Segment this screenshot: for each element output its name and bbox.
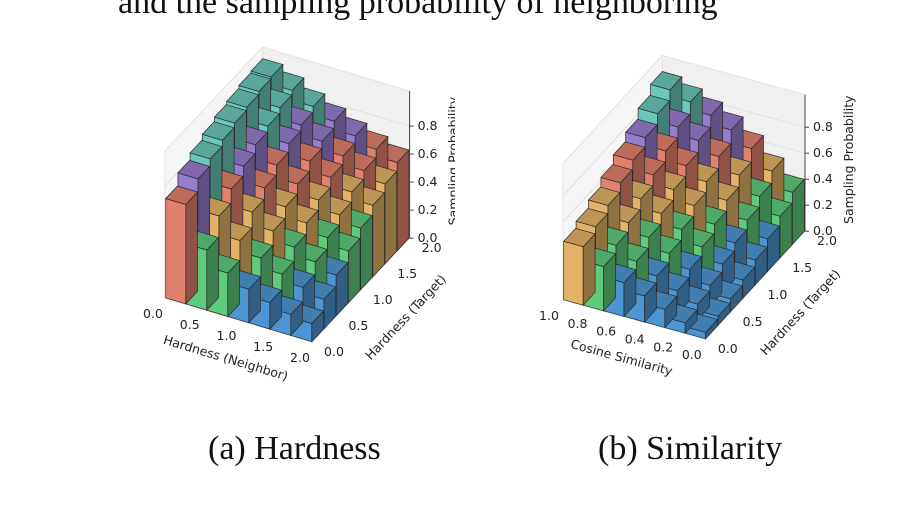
bar xyxy=(563,228,596,307)
x-tick-label: 1.0 xyxy=(217,328,237,343)
x-tick-label: 0.0 xyxy=(682,347,702,362)
bar-top-face xyxy=(600,164,633,184)
y-tick-label: 0.5 xyxy=(743,314,763,329)
header-text-fragment: and the sampling probability of neighbor… xyxy=(118,0,718,21)
bar-top-face xyxy=(177,160,211,180)
x-tick-label: 0.5 xyxy=(180,317,200,332)
y-tick-label: 0.0 xyxy=(324,344,344,359)
bar-top-face xyxy=(612,141,646,161)
bar-top-face xyxy=(563,228,596,248)
y-axis-label: Hardness (Target) xyxy=(362,271,449,362)
bar-side-face xyxy=(384,170,398,265)
bar-top-face xyxy=(575,208,609,228)
chart-similarity: 0.0 0.2 0.4 0.6 0.8 Sampling Probability 1.0 0.… xyxy=(539,54,856,379)
z-tick-label: 0.0 xyxy=(418,230,438,245)
bar-top-face xyxy=(649,71,683,91)
bar-top-face xyxy=(238,72,272,92)
bar-top-face xyxy=(189,140,223,160)
z-tick-label: 0.4 xyxy=(418,174,438,189)
bar-top-face xyxy=(213,104,247,124)
y-tick-label: 2.0 xyxy=(422,240,442,255)
y-tick-label: 0.5 xyxy=(348,318,368,333)
y-tick-label: 1.0 xyxy=(373,292,393,307)
x-tick-label: 1.5 xyxy=(253,339,273,354)
z-tick-label: 0.8 xyxy=(813,119,833,134)
bar-top-face xyxy=(250,58,284,78)
caption-similarity: (b) Similarity xyxy=(598,430,783,467)
z-tick-label: 0.4 xyxy=(813,171,833,186)
z-tick-label: 0.8 xyxy=(418,118,438,133)
x-tick-label: 2.0 xyxy=(290,350,310,365)
bar-front-face xyxy=(165,198,187,305)
chart-hardness: 0.0 0.2 0.4 0.6 0.8 Sampling Probability 0.0 0.… xyxy=(143,45,455,384)
y-axis-label: Hardness (Target) xyxy=(757,266,843,358)
z-axis-label: Sampling Probability xyxy=(446,96,455,225)
z-tick-label: 0.6 xyxy=(813,145,833,160)
z-axis-label: Sampling Probability xyxy=(841,95,856,224)
bar-top-face xyxy=(226,88,260,108)
caption-hardness: (a) Hardness xyxy=(208,430,381,467)
x-tick-label: 1.0 xyxy=(539,308,559,323)
bar-side-face xyxy=(396,149,410,252)
bar-top-face xyxy=(165,185,199,205)
z-tick-label: 0.6 xyxy=(418,146,438,161)
y-tick-label: 1.5 xyxy=(397,266,417,281)
bar-front-face xyxy=(563,240,584,306)
x-tick-label: 0.2 xyxy=(653,339,673,354)
z-tick-label: 0.0 xyxy=(813,223,833,238)
y-tick-label: 1.0 xyxy=(767,287,787,302)
x-tick-label: 0.8 xyxy=(568,316,588,331)
x-tick-label: 0.6 xyxy=(596,324,616,339)
bar-top-face xyxy=(201,121,235,141)
y-tick-label: 2.0 xyxy=(817,233,837,248)
bar xyxy=(270,295,304,337)
y-tick-label: 1.5 xyxy=(792,260,812,275)
y-tick-label: 0.0 xyxy=(718,341,738,356)
bar-top-face xyxy=(625,118,658,138)
bar-top-face xyxy=(637,95,671,115)
x-tick-label: 0.0 xyxy=(143,306,163,321)
bar-side-face xyxy=(185,191,198,305)
bar xyxy=(165,185,199,305)
z-tick-label: 0.2 xyxy=(418,202,438,217)
bar-side-face xyxy=(372,191,385,278)
x-tick-label: 0.4 xyxy=(625,332,645,347)
bar-top-face xyxy=(587,186,621,206)
z-tick-label: 0.2 xyxy=(813,197,833,212)
